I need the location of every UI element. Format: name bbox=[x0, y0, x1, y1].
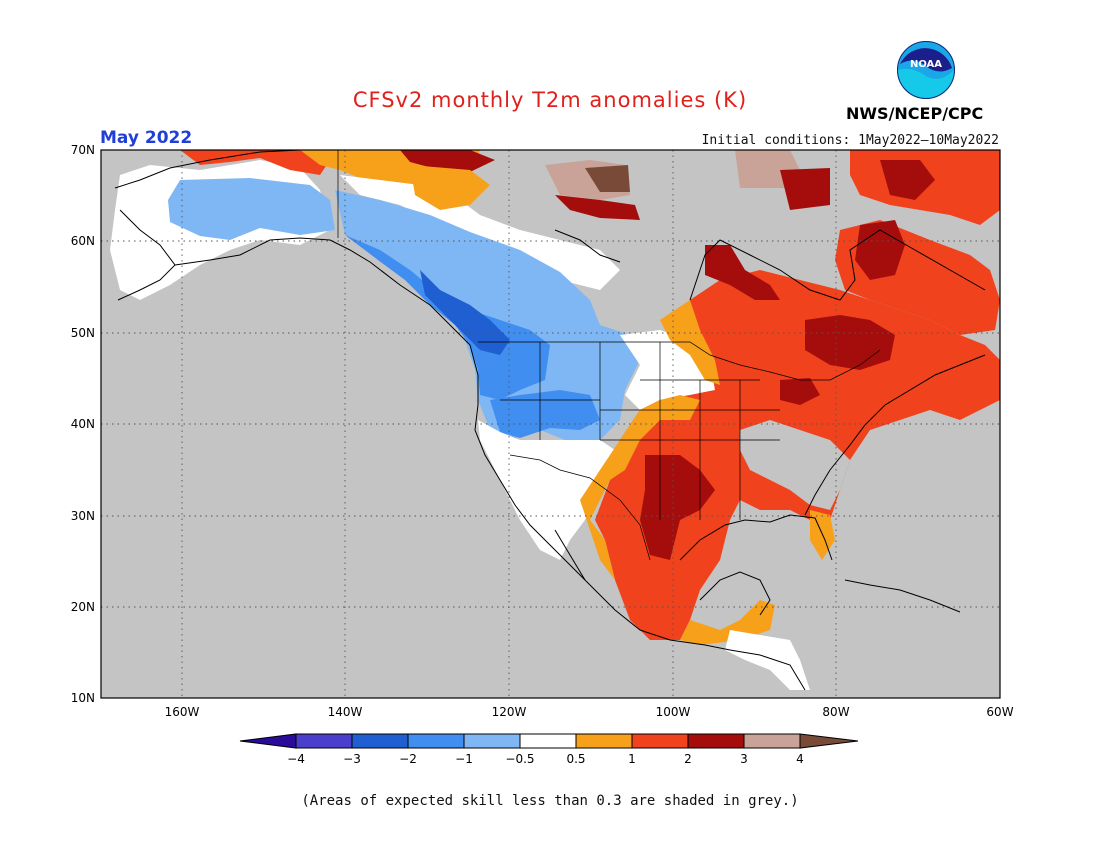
graticule bbox=[101, 150, 1000, 698]
colorbar-label: −4 bbox=[287, 752, 305, 766]
latitude-labels: 70N 60N 50N 40N 30N 20N 10N bbox=[71, 143, 95, 705]
anomaly-field bbox=[110, 150, 1000, 690]
political-boundaries bbox=[337, 150, 881, 561]
region-coolest-bc bbox=[420, 270, 510, 355]
colorbar-swatch bbox=[519, 733, 577, 749]
colorbar-swatch bbox=[575, 733, 633, 749]
lat-label: 40N bbox=[71, 417, 95, 431]
colorbar-label: −2 bbox=[399, 752, 417, 766]
region-hot-labrador bbox=[855, 220, 905, 280]
colorbar-label: −0.5 bbox=[505, 752, 534, 766]
colorbar-label: 1 bbox=[628, 752, 636, 766]
colorbar-label: −3 bbox=[343, 752, 361, 766]
colorbar-upper-arrow bbox=[799, 733, 859, 749]
noaa-logo-text: NOAA bbox=[910, 59, 942, 70]
colorbar-swatch bbox=[463, 733, 521, 749]
region-cool-alaska bbox=[168, 178, 335, 240]
lat-label: 10N bbox=[71, 691, 95, 705]
region-warm-north-slope bbox=[180, 150, 330, 175]
colorbar-swatch bbox=[631, 733, 689, 749]
region-extreme-arctic-central bbox=[585, 165, 630, 192]
skill-footnote: (Areas of expected skill less than 0.3 a… bbox=[301, 793, 799, 809]
lon-label: 120W bbox=[492, 705, 527, 719]
lon-label: 80W bbox=[822, 705, 849, 719]
colorbar-swatch bbox=[743, 733, 801, 749]
lon-label: 100W bbox=[656, 705, 691, 719]
colorbar-swatch bbox=[351, 733, 409, 749]
colorbar-label: 0.5 bbox=[566, 752, 585, 766]
region-near-normal-southeast bbox=[740, 420, 850, 510]
colorbar-label: 2 bbox=[684, 752, 692, 766]
region-warm-margin-plains bbox=[580, 395, 700, 580]
coastlines bbox=[114, 149, 986, 691]
region-hot-ontario bbox=[705, 245, 780, 300]
lon-label: 60W bbox=[986, 705, 1013, 719]
forecast-month: May 2022 bbox=[100, 128, 193, 148]
colorbar-labels: −4 −3 −2 −1 −0.5 0.5 1 2 3 4 bbox=[287, 752, 804, 766]
region-near-normal-central-america bbox=[725, 630, 810, 690]
region-hot-baffin bbox=[780, 168, 830, 210]
region-warm-margin-canada bbox=[660, 300, 720, 385]
initial-conditions: Initial conditions: 1May2022–10May2022 bbox=[701, 133, 999, 148]
map-title: CFSv2 monthly T2m anomalies (K) bbox=[352, 88, 748, 112]
agency-label: NWS/NCEP/CPC bbox=[846, 104, 984, 123]
colorbar-label: −1 bbox=[455, 752, 473, 766]
region-cool-western-canada bbox=[335, 190, 640, 440]
region-warm-arctic-islands-w bbox=[410, 165, 490, 210]
region-hot-texas bbox=[640, 455, 715, 560]
region-near-normal-nwt bbox=[340, 175, 620, 290]
colorbar-label: 3 bbox=[740, 752, 748, 766]
region-hot-mackenzie bbox=[400, 150, 495, 172]
region-hot-arctic-east bbox=[880, 160, 935, 200]
region-hot-hudson-east bbox=[805, 315, 895, 370]
longitude-labels: 160W 140W 120W 100W 80W 60W bbox=[165, 705, 1014, 719]
lon-label: 140W bbox=[328, 705, 363, 719]
lat-label: 30N bbox=[71, 509, 95, 523]
lat-label: 20N bbox=[71, 600, 95, 614]
region-hot-great-lakes bbox=[780, 378, 820, 405]
region-hot-arctic-islands bbox=[555, 195, 640, 220]
noaa-logo-icon: NOAA bbox=[897, 41, 955, 99]
colorbar-swatch bbox=[687, 733, 745, 749]
colorbar bbox=[239, 733, 859, 749]
lat-label: 70N bbox=[71, 143, 95, 157]
colorbar-swatch bbox=[407, 733, 465, 749]
lat-label: 60N bbox=[71, 234, 95, 248]
lat-label: 50N bbox=[71, 326, 95, 340]
colorbar-swatch bbox=[295, 733, 353, 749]
region-cool-great-basin bbox=[490, 390, 600, 438]
colorbar-label: 4 bbox=[796, 752, 804, 766]
colorbar-lower-arrow bbox=[239, 733, 297, 749]
lon-label: 160W bbox=[165, 705, 200, 719]
region-near-normal-southwest bbox=[478, 420, 615, 560]
